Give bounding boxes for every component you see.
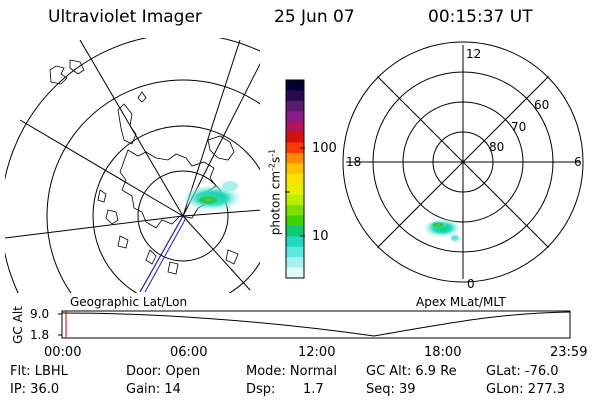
lat-label-80: 80 (489, 140, 505, 154)
colorbar-segment (286, 132, 304, 144)
colorbar-ticks (285, 147, 305, 237)
status-dsp-value: 1.7 (303, 382, 324, 397)
time-label: 00:15:37 UT (428, 7, 533, 27)
colorbar-segment (286, 246, 304, 258)
colorbar-segment (286, 152, 304, 164)
colorbar (285, 79, 305, 279)
timeline-xtick-0600: 06:00 (170, 345, 208, 360)
unit-exp1: -2 (267, 162, 277, 171)
colorbar-segment (286, 194, 304, 206)
timeline-ytick-1_8: 1.8 (30, 328, 50, 342)
timeline-xtick-2359: 23:59 (550, 345, 588, 360)
status-gc-alt: GC Alt: 6.9 Re (366, 364, 457, 379)
lat-label-60: 60 (534, 98, 550, 112)
colorbar-segment (286, 205, 304, 216)
colorbar-tick-100: 100 (312, 141, 337, 156)
coastlines (49, 59, 239, 275)
colorbar-segment (286, 267, 304, 279)
unit-text: photon cm (268, 170, 283, 236)
colorbar-segment (286, 184, 304, 196)
colorbar-segment (286, 90, 304, 102)
colorbar-segment (286, 111, 304, 123)
timeline-y-label: GC Alt (11, 306, 25, 344)
status-seq: Seq: 39 (366, 382, 416, 397)
status-door: Door: Open (126, 364, 201, 379)
colorbar-unit-label: photon cm-2s-1 (267, 148, 283, 236)
status-gain: Gain: 14 (126, 382, 181, 397)
mlt-label-0: 0 (467, 277, 475, 291)
app-title: Ultraviolet Imager (48, 7, 202, 27)
latitude-circles (5, 38, 260, 293)
mlt-label-18: 18 (346, 155, 362, 169)
unit-s: s (268, 156, 283, 163)
longitude-lines (5, 39, 260, 293)
geographic-map (5, 38, 260, 293)
aurora-emission-left (180, 181, 244, 212)
status-mode: Mode: Normal (246, 364, 337, 379)
timeline-xtick-1800: 18:00 (424, 345, 462, 360)
colorbar-segment (286, 173, 304, 185)
colorbar-tick-10: 10 (312, 229, 329, 244)
timeline-xtick-0000: 00:00 (44, 345, 82, 360)
mlt-label-6: 6 (574, 155, 582, 169)
status-glon: GLon: 277.3 (486, 382, 566, 397)
altitude-timeline (58, 310, 571, 339)
colorbar-segment (286, 257, 304, 269)
status-glat: GLat: -76.0 (486, 364, 559, 379)
colorbar-segment (286, 163, 304, 175)
aurora-emission-right (422, 218, 462, 241)
colorbar-segment (286, 215, 304, 227)
colorbar-segment (286, 225, 304, 237)
colorbar-segment (286, 236, 304, 248)
lat-label-70: 70 (511, 120, 527, 134)
satellite-track (139, 215, 187, 293)
timeline-ytick-9: 9.0 (30, 307, 50, 321)
colorbar-segment (286, 100, 304, 112)
status-ip: IP: 36.0 (10, 382, 60, 397)
unit-exp2: -1 (267, 148, 277, 157)
status-filter: Flt: LBHL (10, 364, 68, 379)
status-dsp-label: Dsp: (246, 382, 276, 397)
colorbar-border (285, 79, 305, 279)
timeline-xtick-1200: 12:00 (298, 345, 336, 360)
colorbar-segment (286, 142, 304, 154)
left-panel-label: Geographic Lat/Lon (70, 295, 188, 309)
mlt-polar-plot (342, 41, 584, 283)
colorbar-segment (286, 121, 304, 133)
right-panel-label: Apex MLat/MLT (416, 295, 506, 309)
mlt-label-12: 12 (466, 47, 482, 61)
date-label: 25 Jun 07 (274, 7, 355, 27)
colorbar-segment (286, 80, 304, 91)
